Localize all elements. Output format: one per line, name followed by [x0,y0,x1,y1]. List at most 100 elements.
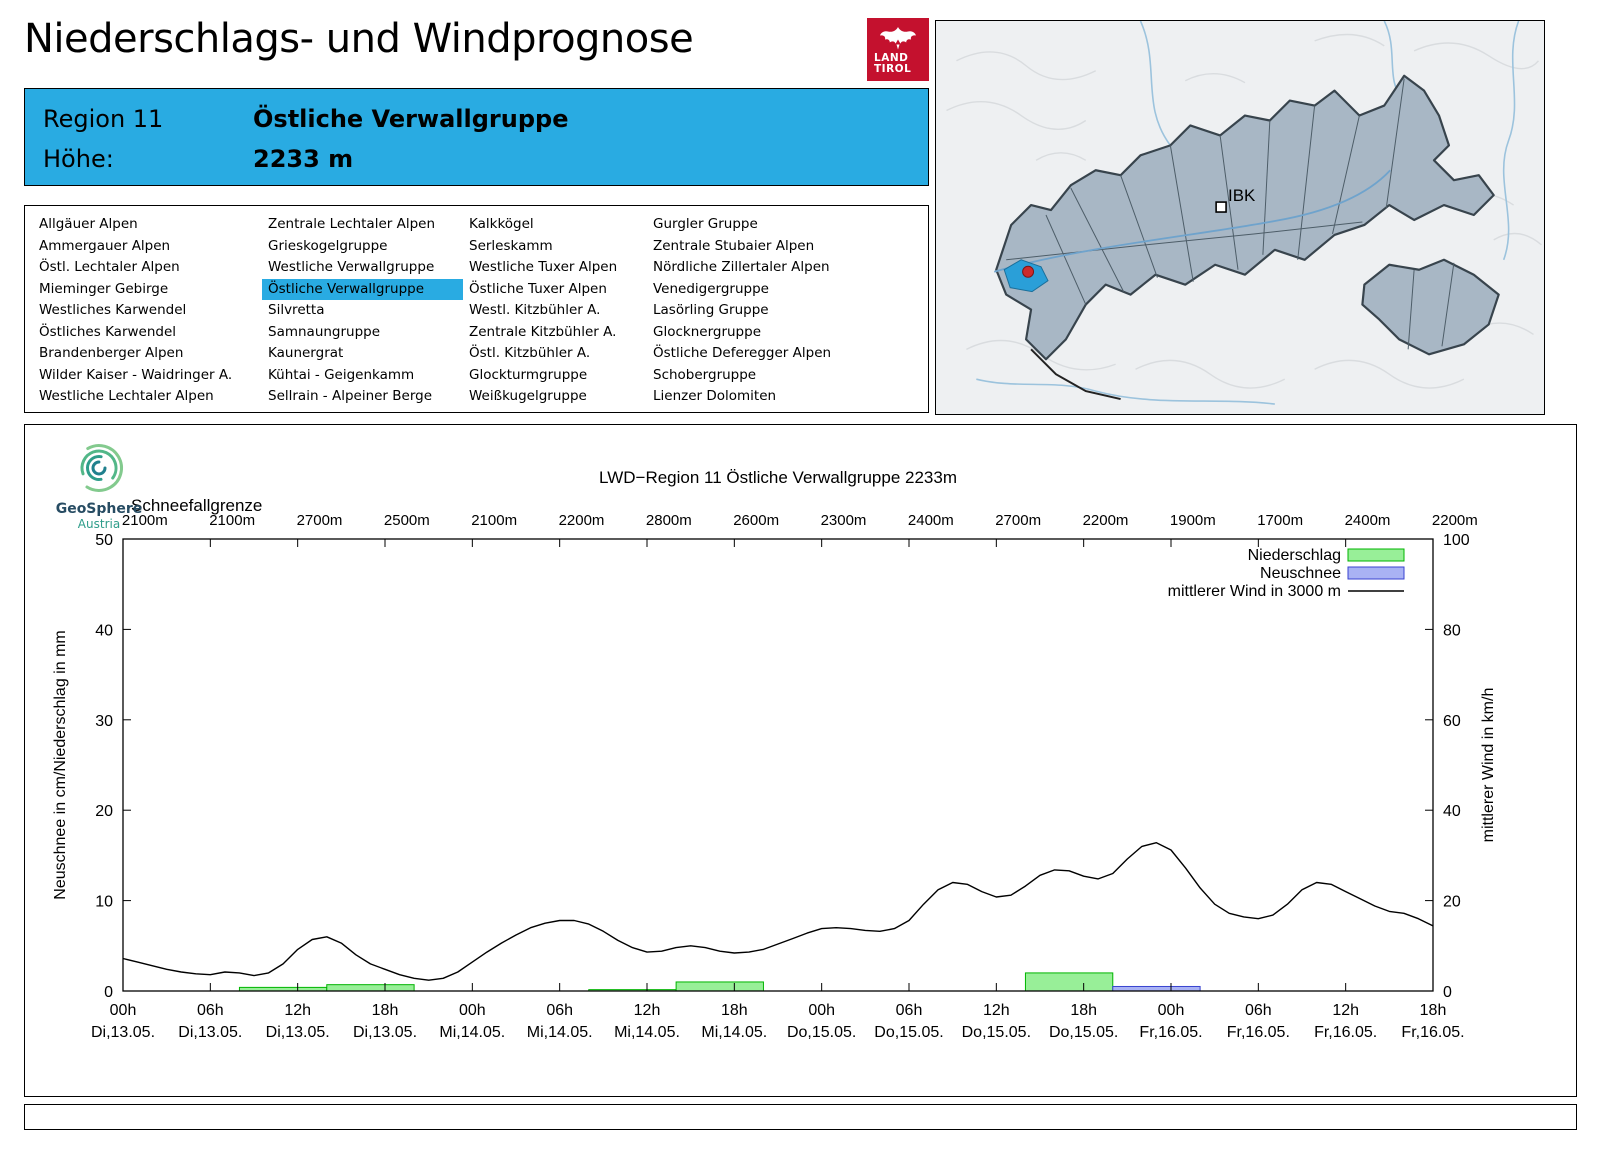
region-list-item[interactable]: Wilder Kaiser - Waidringer A. [39,366,233,383]
region-list-column: Allgäuer Alpen Ammergauer Alpen Östl. Lech… [33,214,262,412]
region-list-item[interactable]: Östl. Lechtaler Alpen [39,259,180,275]
x-tick-date: Mi,14.05. [701,1024,767,1041]
region-list-column: Gurgler Gruppe Zentrale Stubaier Alpen Nör… [647,214,897,412]
region-list-item[interactable]: Silvretta [268,302,325,318]
snowline-value: 2400m [1345,512,1391,529]
region-list-item[interactable]: Östliches Karwendel [39,323,177,340]
x-tick-hour: 00h [1158,1002,1185,1019]
y-tick-right: 40 [1443,803,1461,820]
region-list-item[interactable]: Westl. Kitzbühler A. [469,302,601,318]
region-list-item[interactable]: Ammergauer Alpen [39,237,171,254]
x-tick-date: Fr,16.05. [1314,1024,1377,1041]
x-tick-hour: 18h [1420,1002,1447,1019]
region-list-item[interactable]: Venedigergruppe [653,280,769,297]
region-list-item[interactable]: Östliche Tuxer Alpen [469,280,607,297]
region-list-item[interactable]: Zentrale Stubaier Alpen [653,237,815,254]
ylabel-right: mittlerer Wind in km/h [1480,688,1497,843]
plot-frame [122,538,1434,992]
region-list-column: Kalkkögel Serleskamm Westliche Tuxer Alpen… [463,214,647,412]
x-tick-date: Mi,14.05. [527,1024,593,1041]
x-tick-hour: 06h [197,1002,224,1019]
x-tick-date: Mi,14.05. [439,1024,505,1041]
x-tick-hour: 12h [1332,1002,1359,1019]
tirol-logo-line1: LAND [874,52,909,64]
region-list-item[interactable]: Sellrain - Alpeiner Berge [268,388,433,404]
snowline-value: 2700m [995,512,1041,529]
region-list-item[interactable]: Grieskogelgruppe [268,237,388,254]
region-list-item[interactable]: Glockturmgruppe [469,366,588,383]
region-list-item[interactable]: Glocknergruppe [653,323,762,340]
x-tick-date: Fr,16.05. [1139,1024,1202,1041]
x-tick-date: Do,15.05. [874,1024,943,1041]
region-list-item[interactable]: Samnaungruppe [268,323,381,340]
snowline-value: 2300m [821,512,867,529]
tirol-map-svg[interactable]: IBK [936,21,1544,414]
snowline-value: 2100m [471,512,517,529]
geosphere-name: GeoSphere [55,501,143,517]
y-tick-left: 0 [104,984,113,1001]
snowline-value: 2100m [122,512,168,529]
region-list-item[interactable]: Gurgler Gruppe [653,216,758,232]
region-list-item[interactable]: Schobergruppe [653,366,757,383]
region-list-item[interactable]: Lienzer Dolomiten [653,388,777,404]
x-tick-hour: 12h [284,1002,311,1019]
region-list-item[interactable]: Mieminger Gebirge [39,280,169,297]
region-list-item[interactable]: Allgäuer Alpen [39,216,138,232]
snowline-value: 2700m [297,512,343,529]
x-tick-date: Di,13.05. [91,1024,155,1041]
x-tick-date: Fr,16.05. [1401,1024,1464,1041]
x-tick-date: Di,13.05. [266,1024,330,1041]
region-list-item[interactable]: Östliche Deferegger Alpen [653,345,832,361]
tirol-logo-line2: TIROL [874,63,912,75]
region-list-item[interactable]: Östl. Kitzbühler A. [469,345,591,361]
region-list-item[interactable]: Kühtai - Geigenkamm [268,366,415,383]
y-tick-left: 50 [95,532,113,549]
y-tick-left: 10 [95,894,113,911]
region-list-item[interactable]: Weißkugelgruppe [469,388,587,404]
precip-bar [326,984,415,992]
region-list-item[interactable]: Westliche Tuxer Alpen [469,259,618,275]
region-list-item[interactable]: Zentrale Kitzbühler A. [469,323,617,340]
map-border-south [1030,348,1121,401]
geosphere-icon [75,444,123,492]
region-list-item[interactable]: Lasörling Gruppe [653,302,769,318]
map-region-north-tirol[interactable] [995,74,1495,361]
region-list-item[interactable]: Serleskamm [469,237,553,254]
x-tick-hour: 00h [808,1002,835,1019]
snowline-value: 2200m [559,512,605,529]
snowline-value: 1700m [1257,512,1303,529]
region-list-item[interactable]: Westliches Karwendel [39,302,187,318]
neuschnee-bar [1112,985,1201,992]
geosphere-sub: Austria [77,517,121,531]
x-tick-date: Di,13.05. [353,1024,417,1041]
altitude-label: Höhe: [43,145,114,173]
wind-line [122,842,1434,981]
region-list-item[interactable]: Brandenberger Alpen [39,345,184,361]
x-tick-hour: 00h [459,1002,486,1019]
x-tick-hour: 18h [1070,1002,1097,1019]
region-list-item[interactable]: Kaunergrat [268,345,344,361]
region-list-column: Zentrale Lechtaler Alpen Grieskogelgruppe… [262,214,463,412]
map-region-east-tirol[interactable] [1361,258,1500,356]
region-list-item[interactable]: Kalkkögel [469,216,534,232]
land-tirol-logo: LAND TIROL [867,18,929,81]
region-list-item[interactable]: Nördliche Zillertaler Alpen [653,259,830,275]
region-list-item[interactable]: Westliche Verwallgruppe [268,259,435,275]
footer-strip [24,1104,1577,1130]
region-name: Östliche Verwallgruppe [253,105,569,133]
region-list-item[interactable]: Westliche Lechtaler Alpen [39,388,214,404]
x-tick-hour: 18h [721,1002,748,1019]
region-list-item[interactable]: Östliche Verwallgruppe [262,278,463,300]
forecast-chart-panel: GeoSphere Austria LWD−Region 11 Östliche… [24,424,1577,1097]
tirol-eagle-icon [880,27,916,50]
ibk-marker[interactable] [1215,201,1227,213]
tirol-map: IBK [935,20,1545,415]
region-header: Region 11 Östliche Verwallgruppe Höhe: 2… [24,88,929,186]
y-tick-left: 30 [95,713,113,730]
x-tick-hour: 06h [1245,1002,1272,1019]
legend-label: mittlerer Wind in 3000 m [1168,583,1341,600]
region-list-item[interactable]: Zentrale Lechtaler Alpen [268,216,436,232]
snowline-value: 2100m [209,512,255,529]
snowline-value: 2200m [1083,512,1129,529]
legend-label: Niederschlag [1248,547,1341,564]
